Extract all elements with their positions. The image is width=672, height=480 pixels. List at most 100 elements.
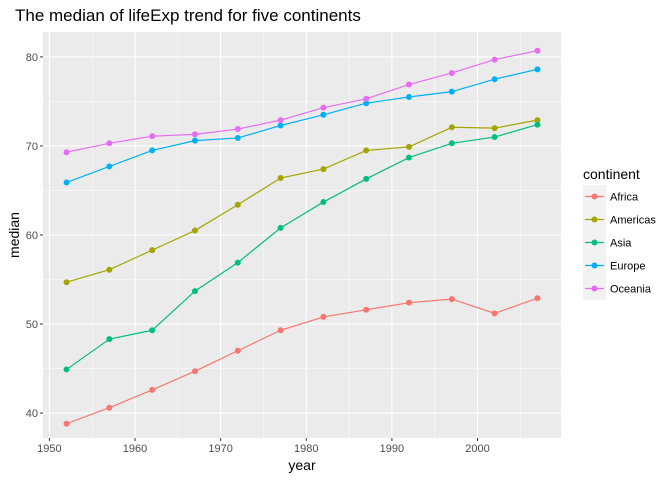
data-point-americas [363,147,370,154]
legend: continent Africa Americas Asia Europe Oceani… [583,166,656,300]
data-point-americas [277,175,284,182]
data-point-africa [363,306,370,313]
legend-key-point [591,285,598,292]
data-point-asia [363,175,370,182]
legend-key-point [591,193,598,200]
data-point-europe [106,163,113,170]
series-line-americas [66,119,538,283]
data-point-europe [234,134,241,141]
data-point-oceania [106,140,113,147]
legend-label: Europe [610,261,645,273]
data-point-asia [106,336,113,343]
y-tick-label: 50 [26,319,38,331]
legend-item-africa: Africa [583,185,639,208]
data-point-africa [491,310,498,317]
data-point-americas [106,266,113,273]
data-point-europe [406,94,413,100]
data-point-europe [191,137,198,144]
x-tick-label: 1950 [37,443,61,455]
legend-label: Africa [610,192,639,204]
data-point-americas [406,143,413,150]
data-point-oceania [363,95,370,102]
x-tick-label: 1980 [294,443,318,455]
data-point-americas [491,125,498,132]
data-point-africa [191,368,198,375]
data-point-oceania [149,133,156,140]
x-tick-label: 1970 [208,443,232,455]
data-point-americas [149,247,156,254]
data-point-europe [320,111,327,118]
legend-label: Asia [610,238,632,250]
x-tick-label: 1960 [123,443,147,455]
chart-title: The median of lifeExp trend for five con… [15,6,361,25]
data-point-americas [234,201,241,208]
data-point-europe [363,100,370,107]
data-point-oceania [491,56,498,63]
legend-label: Americas [610,215,656,227]
data-point-asia [234,259,241,266]
data-point-africa [63,420,70,427]
legend-label: Oceania [610,284,652,296]
data-point-europe [534,66,541,73]
series-line-europe [66,68,538,184]
legend-key-point [591,262,598,269]
data-point-africa [277,327,284,334]
data-point-americas [534,117,541,124]
legend-item-americas: Americas [583,208,656,231]
data-point-asia [491,134,498,141]
data-point-americas [63,279,70,286]
data-point-oceania [448,69,455,76]
legend-key-point [591,216,598,223]
y-axis-title: median [6,212,22,258]
series-lines [66,50,538,425]
data-point-africa [234,347,241,354]
series-points [63,47,541,427]
data-point-asia [277,224,284,231]
legend-item-oceania: Oceania [583,277,652,300]
legend-item-europe: Europe [583,254,645,277]
data-point-oceania [63,149,70,156]
x-tick-label: 1990 [380,443,404,455]
data-point-oceania [406,81,413,88]
data-point-oceania [234,126,241,133]
y-tick-label: 80 [26,52,38,64]
data-point-asia [534,121,541,128]
data-point-americas [448,124,455,131]
data-point-africa [448,296,455,303]
data-point-oceania [320,104,327,111]
series-line-oceania [66,50,538,153]
y-tick-label: 70 [26,141,38,153]
data-point-africa [320,313,327,320]
series-line-africa [66,297,538,425]
y-tick-label: 40 [26,408,38,420]
data-point-asia [406,154,413,161]
data-point-asia [149,327,156,334]
data-point-africa [106,404,113,411]
x-axis-ticks: 1950 1960 1970 1980 1990 2000 [37,438,490,455]
series-line-asia [66,124,538,370]
data-point-oceania [191,131,198,138]
data-point-africa [149,386,156,393]
data-point-europe [63,179,70,186]
data-point-europe [149,147,156,154]
legend-key-point [591,239,598,246]
legend-item-asia: Asia [583,231,632,254]
legend-title: continent [583,166,640,182]
major-gridlines [43,32,561,438]
data-point-asia [191,288,198,295]
data-point-europe [491,76,498,83]
y-axis-ticks: 40 50 60 70 80 [26,52,43,420]
legend-items: Africa Americas Asia Europe Oceania [583,185,656,300]
data-point-oceania [534,47,541,54]
data-point-americas [191,227,198,234]
data-point-africa [534,295,541,302]
data-point-europe [448,88,455,95]
x-tick-label: 2000 [465,443,489,455]
data-point-asia [320,199,327,206]
data-point-asia [448,140,455,147]
data-point-oceania [277,117,284,124]
data-point-africa [406,299,413,306]
data-point-asia [63,366,70,373]
x-axis-title: year [288,457,316,473]
